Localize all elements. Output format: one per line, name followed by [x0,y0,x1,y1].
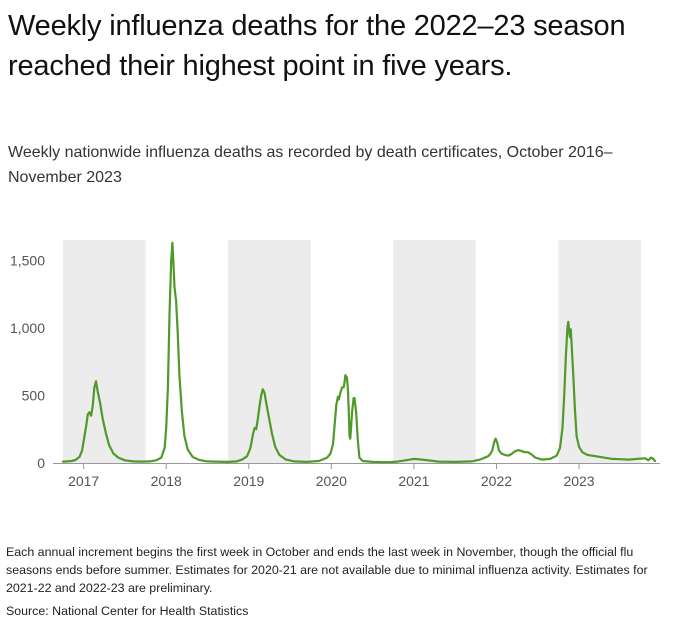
chart-subtitle: Weekly nationwide influenza deaths as re… [8,144,613,186]
x-tick-label: 2021 [398,473,429,489]
season-band [393,240,476,463]
chart-source: Source: National Center for Health Stati… [6,604,249,618]
chart-notes: Each annual increment begins the first w… [6,545,648,595]
x-tick-label: 2023 [563,473,594,489]
season-band [558,240,641,463]
series-line [61,241,657,464]
x-axis: 2017 2018 2019 2020 2021 2022 2023 [68,463,595,489]
x-tick-label: 2020 [316,473,347,489]
x-tick-label: 2019 [233,473,264,489]
x-tick-label: 2018 [151,473,182,489]
y-tick-label: 0 [37,455,45,471]
x-tick-label: 2017 [68,473,99,489]
y-tick-label: 500 [22,387,46,403]
season-bands [63,240,641,463]
page-title: Weekly influenza deaths for the 2022–23 … [8,10,626,82]
y-axis: 0 500 1,000 1,500 [10,252,45,471]
season-band [228,240,311,463]
y-tick-label: 1,000 [10,320,45,336]
x-tick-label: 2022 [481,473,512,489]
y-tick-label: 1,500 [10,252,45,268]
